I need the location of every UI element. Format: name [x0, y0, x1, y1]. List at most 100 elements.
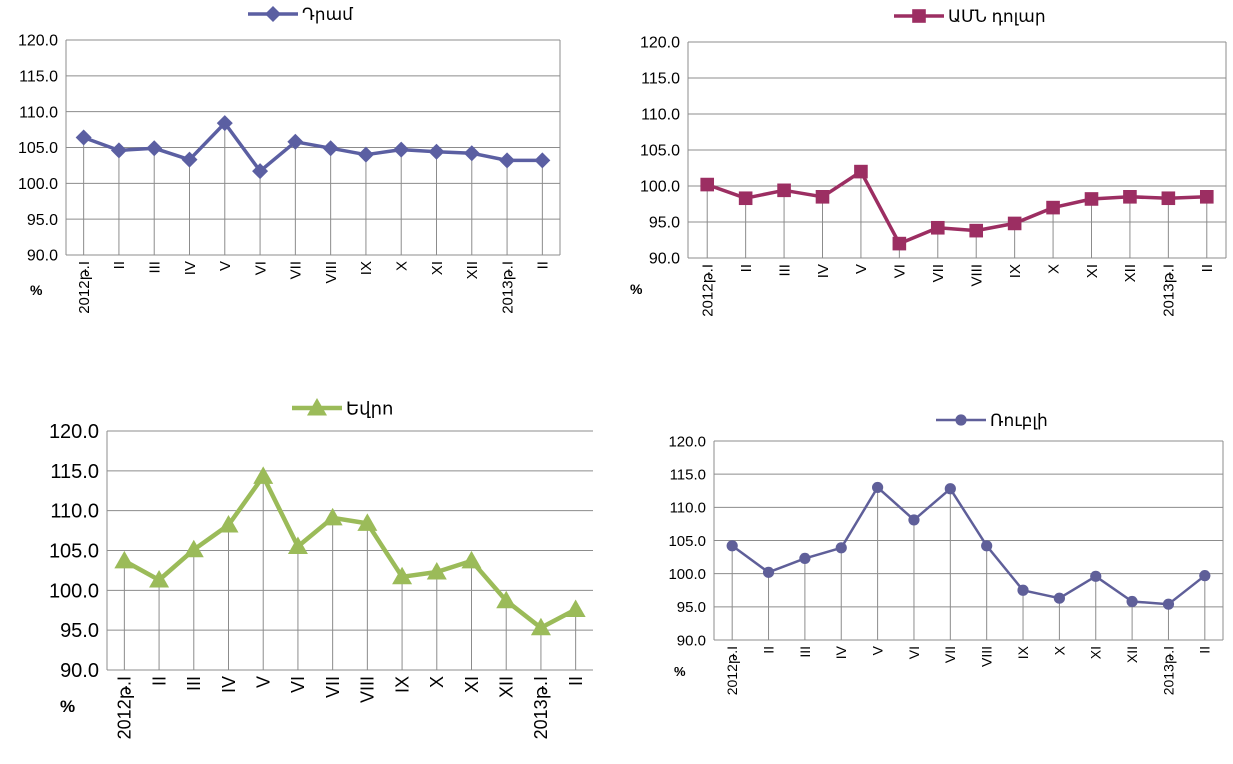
data-point — [777, 183, 791, 198]
data-point — [110, 142, 127, 159]
x-tick-label: VII — [323, 676, 343, 698]
x-tick-label: IV — [219, 676, 239, 693]
x-tick-label: XI — [462, 676, 482, 693]
legend-label: Դրամ — [302, 5, 353, 24]
data-point — [428, 143, 445, 160]
data-point — [854, 164, 868, 179]
data-point — [181, 151, 198, 168]
data-point — [908, 514, 920, 526]
data-point — [981, 540, 993, 552]
data-point — [738, 191, 753, 206]
x-tick-label: III — [184, 676, 204, 691]
y-tick-label: 115.0 — [670, 466, 706, 483]
x-tick-label: VIII — [968, 264, 985, 287]
y-tick-label: 90.0 — [649, 251, 680, 268]
data-point — [393, 141, 410, 158]
x-tick-label: XII — [1124, 646, 1140, 663]
unit-label: % — [674, 664, 686, 679]
data-point — [1123, 190, 1137, 204]
data-point — [762, 566, 775, 578]
data-point — [1199, 570, 1211, 582]
y-tick-label: 100.0 — [18, 176, 58, 193]
legend-marker — [955, 414, 967, 426]
chart-dram: 120.0 115.0 110.0 105.0 100.0 95.0 90.0 2012թ.I… — [18, 5, 561, 314]
data-point — [252, 163, 269, 180]
x-tick-label: III — [797, 646, 813, 658]
x-tick-label: XI — [429, 261, 446, 275]
y-tick-label: 105.0 — [668, 533, 706, 550]
x-tick-label: IV — [182, 261, 199, 275]
data-point — [322, 507, 343, 526]
data-point — [815, 190, 830, 204]
x-tick-label: XI — [1088, 646, 1104, 659]
x-tick-label: VI — [892, 264, 909, 278]
data-point — [149, 569, 170, 588]
legend-marker — [307, 398, 327, 416]
x-tick-label: IX — [358, 261, 375, 275]
x-tick-label: IX — [1015, 645, 1031, 659]
y-tick-label: 100.0 — [49, 580, 99, 602]
x-tick-label: III — [776, 264, 793, 277]
y-tick-label: 105.0 — [18, 140, 58, 157]
x-tick-label: VIII — [323, 261, 340, 284]
x-tick-label: 2013թ.I — [531, 676, 551, 739]
data-point — [1162, 598, 1175, 610]
x-tick-label: XII — [1122, 264, 1139, 282]
data-point — [1126, 595, 1138, 608]
x-tick-label: IV — [815, 264, 832, 278]
legend-label: Ռուբլի — [990, 411, 1048, 430]
data-point — [392, 566, 413, 585]
x-tick-label: X — [393, 261, 410, 271]
series-line — [731, 486, 1206, 606]
x-tick-label: II — [111, 261, 128, 269]
y-tick-label: 95.0 — [649, 215, 680, 232]
y-tick-label: 95.0 — [60, 620, 99, 642]
data-point — [218, 515, 239, 533]
x-tick-label: VII — [288, 261, 305, 279]
unit-label: % — [30, 282, 43, 298]
data-point — [499, 152, 516, 169]
x-tick-label: V — [853, 264, 870, 274]
data-point — [114, 550, 135, 569]
y-tick-label: 110.0 — [50, 501, 99, 523]
data-point — [534, 152, 551, 169]
data-point — [835, 542, 847, 554]
data-point — [216, 115, 233, 132]
x-tick-label: II — [1197, 646, 1213, 654]
data-point — [565, 599, 586, 617]
x-tick-label: IX — [392, 676, 412, 693]
data-point — [892, 236, 907, 251]
data-point — [463, 145, 480, 162]
data-point — [969, 223, 984, 238]
x-tick-label: 2013թ.I — [1160, 646, 1176, 695]
data-point — [461, 550, 482, 569]
x-tick-label: 2013թ.I — [499, 261, 516, 314]
data-point — [799, 552, 811, 565]
data-point — [1161, 191, 1176, 206]
y-tick-label: 105.0 — [640, 143, 680, 160]
x-tick-label: II — [760, 646, 776, 654]
data-point — [287, 536, 308, 555]
data-point — [1090, 570, 1102, 582]
data-point — [357, 146, 374, 163]
series-line — [706, 169, 1207, 246]
data-point — [930, 220, 945, 235]
x-tick-label: V — [254, 676, 274, 688]
x-tick-label: 2012թ.I — [76, 261, 93, 314]
legend-label: ԱՄՆ դոլար — [948, 7, 1046, 26]
y-tick-label: 115.0 — [641, 71, 680, 88]
data-point — [75, 129, 92, 146]
y-tick-label: 110.0 — [19, 104, 58, 121]
data-point — [357, 513, 378, 531]
data-point — [1046, 200, 1060, 215]
y-tick-label: 120.0 — [640, 35, 680, 52]
data-point — [322, 140, 339, 157]
x-tick-label: II — [149, 676, 169, 686]
data-point — [253, 466, 274, 484]
x-tick-label: VI — [906, 646, 922, 659]
chart-usd: 120.0 115.0 110.0 105.0 100.0 95.0 90.0 2012թ.I… — [630, 7, 1227, 317]
x-tick-label: X — [427, 676, 447, 688]
x-tick-label: II — [1199, 264, 1216, 272]
x-tick-label: 2012թ.I — [699, 264, 716, 317]
x-tick-label: VII — [942, 646, 958, 663]
